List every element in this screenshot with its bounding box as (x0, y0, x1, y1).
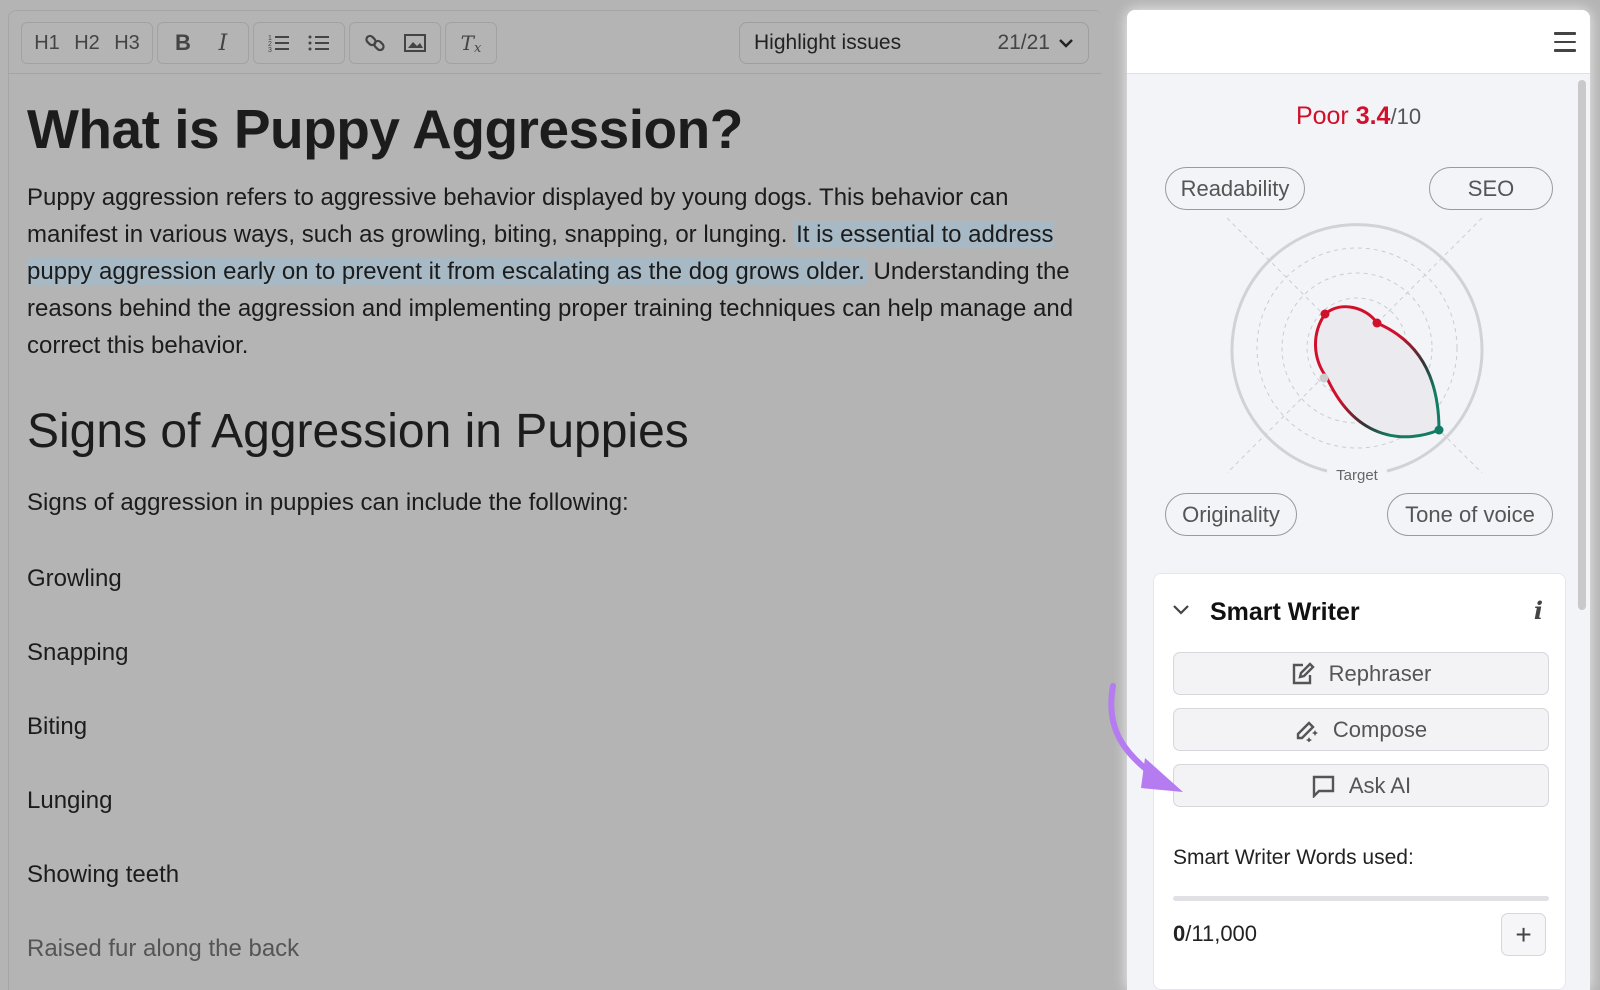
list-item: Growling (27, 565, 122, 592)
list-item: Showing teeth (27, 861, 180, 888)
score-label: Poor (1295, 102, 1349, 130)
image-icon[interactable] (398, 26, 432, 60)
originality-point (1319, 373, 1329, 383)
list-item: Snapping (27, 639, 129, 666)
add-words-button[interactable]: + (1501, 913, 1546, 956)
ask-ai-button[interactable]: Ask AI (1173, 764, 1549, 807)
compose-button[interactable]: Compose (1173, 708, 1549, 751)
score-radar-chart: Target (1227, 218, 1484, 484)
info-icon[interactable]: i (1533, 596, 1543, 625)
panel-scrollbar[interactable] (1578, 80, 1586, 610)
overall-score: Poor 3.4/10 (1127, 102, 1590, 131)
doc-subheading: Signs of Aggression in Puppies (27, 405, 689, 458)
tone-of-voice-pill[interactable]: Tone of voice (1387, 493, 1553, 536)
ask-ai-label: Ask AI (1348, 772, 1412, 798)
doc-paragraph: Puppy aggression refers to aggressive be… (27, 179, 1087, 364)
edit-icon (1292, 661, 1315, 684)
target-circle (1230, 223, 1484, 473)
rephraser-button[interactable]: Rephraser (1173, 652, 1549, 695)
chat-bubble-icon (1312, 775, 1335, 798)
radar-grid (1227, 218, 1484, 474)
limit-value: /11,000 (1185, 921, 1258, 946)
score-value: 3.4 (1355, 102, 1391, 130)
svg-text:1: 1 (268, 35, 272, 42)
readability-pill[interactable]: Readability (1165, 167, 1305, 210)
bold-button[interactable]: B (175, 30, 191, 55)
h3-button[interactable]: H3 (114, 31, 140, 54)
highlight-label: Highlight issues (754, 31, 902, 54)
words-used-progress (1173, 896, 1549, 901)
format-group: B I (157, 22, 249, 64)
list-item: Biting (27, 713, 88, 740)
score-max: /10 (1390, 104, 1422, 129)
list-item: Lunging (27, 787, 113, 814)
insert-group (349, 22, 441, 64)
rephraser-label: Rephraser (1328, 660, 1432, 686)
tone-point (1434, 425, 1444, 435)
panel-header (1127, 10, 1590, 74)
smart-writer-title: Smart Writer (1210, 598, 1360, 626)
heading-group: H1 H2 H3 (21, 22, 153, 64)
list-item: Raised fur along the back (27, 935, 300, 962)
highlight-count: 21/21 (997, 31, 1050, 54)
compose-label: Compose (1332, 716, 1428, 742)
originality-pill[interactable]: Originality (1165, 493, 1297, 536)
chevron-down-icon (1059, 39, 1073, 48)
svg-text:2: 2 (268, 41, 272, 48)
annotation-arrow-icon (1108, 683, 1183, 792)
readability-point (1320, 309, 1330, 319)
magic-pen-icon (1296, 720, 1318, 742)
used-value: 0 (1173, 921, 1186, 946)
highlight-issues-select[interactable]: Highlight issues 21/21 (739, 22, 1089, 64)
paragraph-text: Understanding the reasons behind the agg… (27, 258, 1074, 359)
link-icon[interactable] (358, 26, 392, 60)
italic-button[interactable]: I (218, 30, 228, 56)
words-used-label: Smart Writer Words used: (1173, 846, 1414, 869)
doc-intro: Signs of aggression in puppies can inclu… (27, 489, 629, 516)
paragraph-text: Puppy aggression refers to aggressive be… (27, 184, 1009, 248)
svg-text:3: 3 (268, 47, 272, 53)
h1-button[interactable]: H1 (34, 31, 60, 54)
collapse-chevron-icon[interactable] (1172, 604, 1190, 616)
hamburger-menu-icon[interactable] (1554, 32, 1576, 58)
doc-title: What is Puppy Aggression? (27, 98, 743, 160)
seo-point (1372, 318, 1382, 328)
words-used-count: 0/11,000 (1173, 921, 1257, 947)
bullet-list-icon[interactable] (302, 26, 336, 60)
target-label: Target (1336, 467, 1379, 484)
assistant-panel: Poor 3.4/10 Readability SEO Originality … (1127, 10, 1590, 990)
smart-writer-card: Smart Writer i Rephraser Compose Ask AI … (1153, 573, 1566, 990)
document-content[interactable]: What is Puppy Aggression? Puppy aggressi… (27, 91, 1087, 962)
h2-button[interactable]: H2 (74, 31, 100, 54)
seo-pill[interactable]: SEO (1429, 167, 1553, 210)
